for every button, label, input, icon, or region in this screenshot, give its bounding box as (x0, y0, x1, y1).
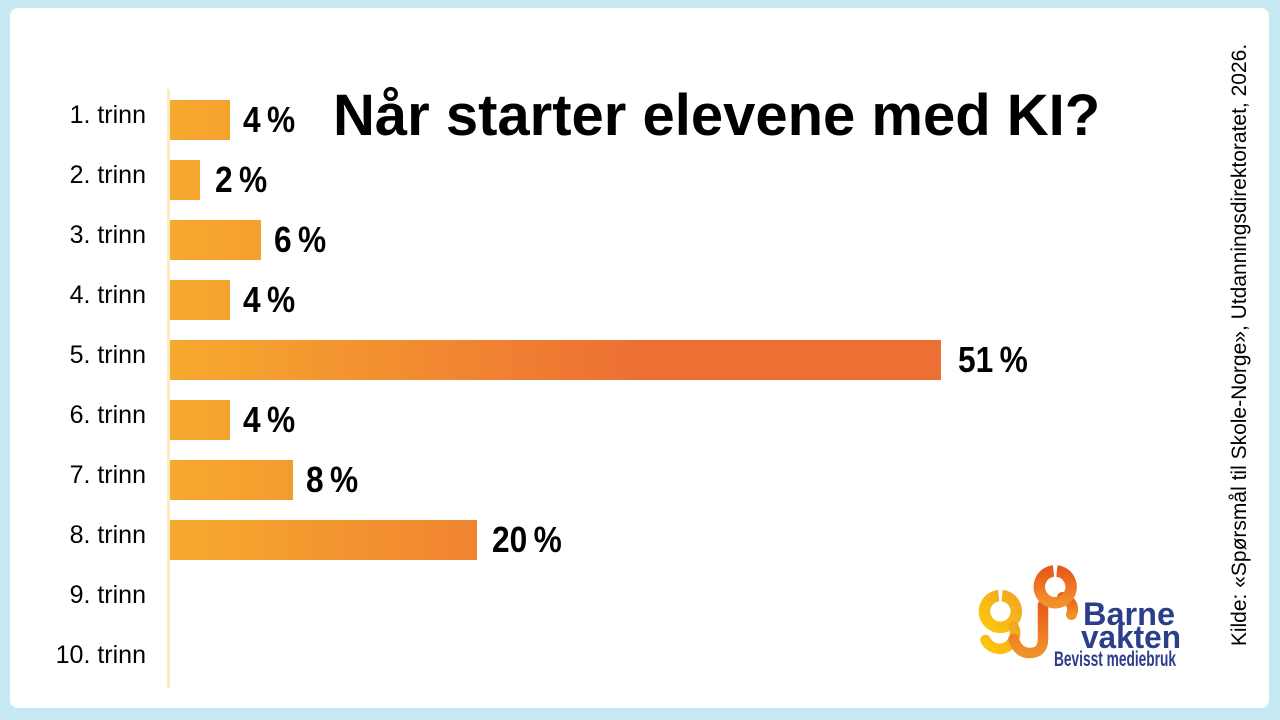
svg-text:Barne: Barne (1083, 596, 1175, 632)
svg-text:Bevisst mediebruk: Bevisst mediebruk (1054, 648, 1176, 671)
svg-text:vakten: vakten (1081, 619, 1181, 655)
